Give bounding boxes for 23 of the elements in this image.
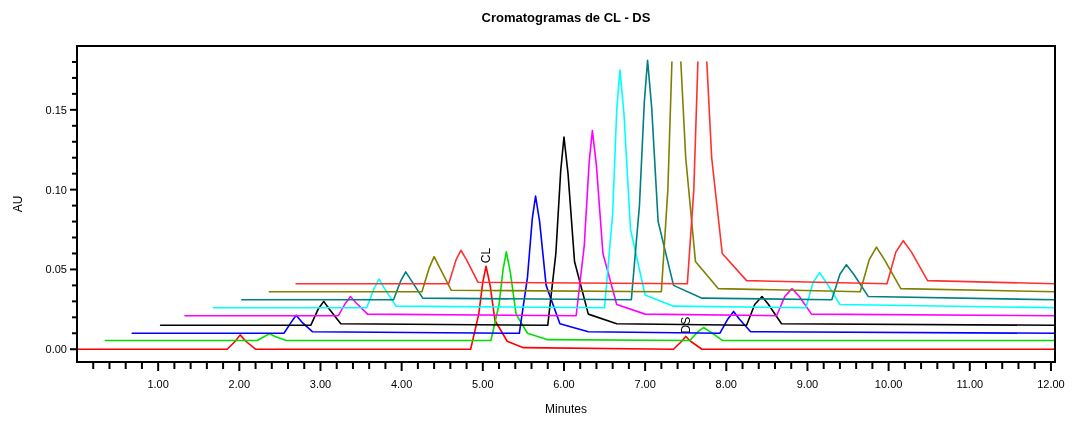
chart-title: Cromatogramas de CL - DS [481,10,651,25]
line-series [77,265,1055,351]
x-tick-label: 9.00 [796,378,819,390]
y-tick-label: 0.05 [45,263,67,276]
x-tick-label: 7.00 [634,378,656,390]
x-tick-label: 12.00 [1037,378,1065,390]
x-tick-label: 3.00 [309,378,332,390]
x-tick-label: 5.00 [472,378,494,390]
y-axis-title: AU [11,195,25,213]
x-tick-label: 4.00 [390,378,413,390]
x-tick-label: 10.00 [874,378,903,390]
x-tick-label: 8.00 [715,378,738,390]
annotation: DS [678,316,693,334]
y-tick-label: 0.00 [45,343,67,356]
y-tick-label: 0.10 [45,183,67,196]
x-tick-label: 2.00 [228,378,251,390]
annotation: CL [479,247,494,264]
x-tick-label: 6.00 [553,378,575,390]
line-series [131,195,1055,335]
x-tick-label: 1.00 [147,378,169,390]
x-tick-label: 11.00 [956,378,984,390]
x-axis-title: Minutes [544,402,588,416]
y-tick-label: 0.15 [45,103,67,116]
